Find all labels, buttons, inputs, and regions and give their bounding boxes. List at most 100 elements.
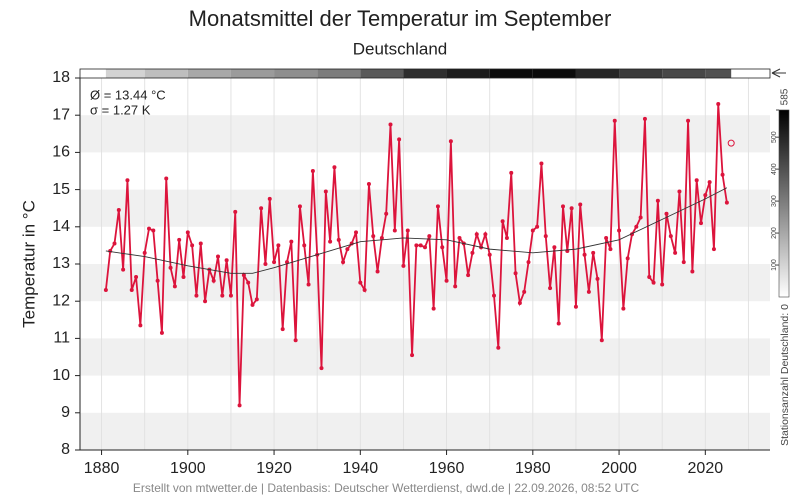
data-point [573,304,578,309]
data-point [129,288,134,293]
data-point [384,211,389,216]
data-point [366,182,371,187]
data-point [686,118,691,123]
x-tick-label: 1960 [429,460,465,477]
data-point [599,338,604,343]
data-point [401,263,406,268]
data-point [539,161,544,166]
data-point [487,252,492,257]
data-point [720,172,725,177]
station-strip-cell [619,69,663,78]
data-point [362,288,367,293]
y-tick-label: 14 [52,218,70,235]
data-point [224,258,229,263]
data-point [582,252,587,257]
data-point [664,211,669,216]
x-tick-label: 1880 [84,460,120,477]
chart-title: Monatsmittel der Temperatur im September [189,6,612,31]
data-point [496,345,501,350]
data-point [435,204,440,209]
data-point [405,228,410,233]
x-tick-label: 2020 [688,460,724,477]
data-point [522,289,527,294]
data-point [185,230,190,235]
colorbar-tick-label: 500 [771,131,778,143]
data-point [716,102,721,107]
data-point [642,116,647,121]
data-point [397,137,402,142]
colorbar-tick-label: 585 [780,88,791,105]
station-strip-frame [79,68,771,79]
data-point [548,286,553,291]
data-point [138,323,143,328]
station-strip-cell [532,69,576,78]
colorbar-tick-label: 200 [771,227,778,239]
data-point [233,209,238,214]
data-point [617,228,622,233]
data-point [147,226,151,231]
station-strip-cell [360,69,404,78]
data-point [724,200,729,205]
data-point [513,271,518,276]
data-point [504,235,509,240]
data-point [427,234,432,239]
data-point [517,301,522,306]
data-point [638,215,643,220]
data-point [569,206,574,211]
data-point [595,276,600,281]
data-point [535,224,540,229]
data-point [509,170,514,175]
data-point [211,278,216,283]
data-point [474,232,479,237]
data-point [526,260,531,265]
data-point [604,235,609,240]
data-point [172,284,177,289]
y-tick-label: 15 [52,181,70,198]
x-tick-label: 2000 [601,460,637,477]
station-strip-cell [105,69,145,78]
colorbar [778,109,790,298]
station-strip-cell [144,69,188,78]
grid-band [80,412,770,450]
data-point [690,269,695,274]
data-point [440,245,445,250]
data-point [306,282,311,287]
data-point [634,224,639,229]
data-point [591,250,596,255]
data-point [379,235,384,240]
data-point [621,306,626,311]
data-point [203,299,208,304]
station-strip-cell [446,69,490,78]
arrow-icon [771,68,786,78]
data-point [259,206,264,211]
y-tick-label: 10 [52,367,70,384]
x-tick-label: 1980 [515,460,551,477]
station-strip-cell [705,69,732,78]
data-point [578,202,583,207]
data-point [272,260,277,265]
data-point [552,245,557,250]
data-point [103,288,108,293]
station-strip-cell [187,69,231,78]
data-point [561,204,565,209]
data-point [181,275,186,280]
data-point [254,297,259,302]
data-point [371,234,376,239]
y-tick-label: 12 [52,292,70,309]
data-point [543,234,548,239]
data-point [276,243,281,248]
x-tick-label: 1900 [170,460,206,477]
data-point [392,228,397,233]
data-point [151,228,156,233]
data-point [492,293,496,298]
data-point [444,278,449,283]
grid-band [80,338,770,376]
colorbar-tick-label: 400 [771,163,778,175]
data-point [612,118,617,123]
data-point [168,265,173,270]
data-point [267,196,272,201]
data-point [358,280,363,285]
data-point [647,275,652,280]
data-point [457,235,462,240]
